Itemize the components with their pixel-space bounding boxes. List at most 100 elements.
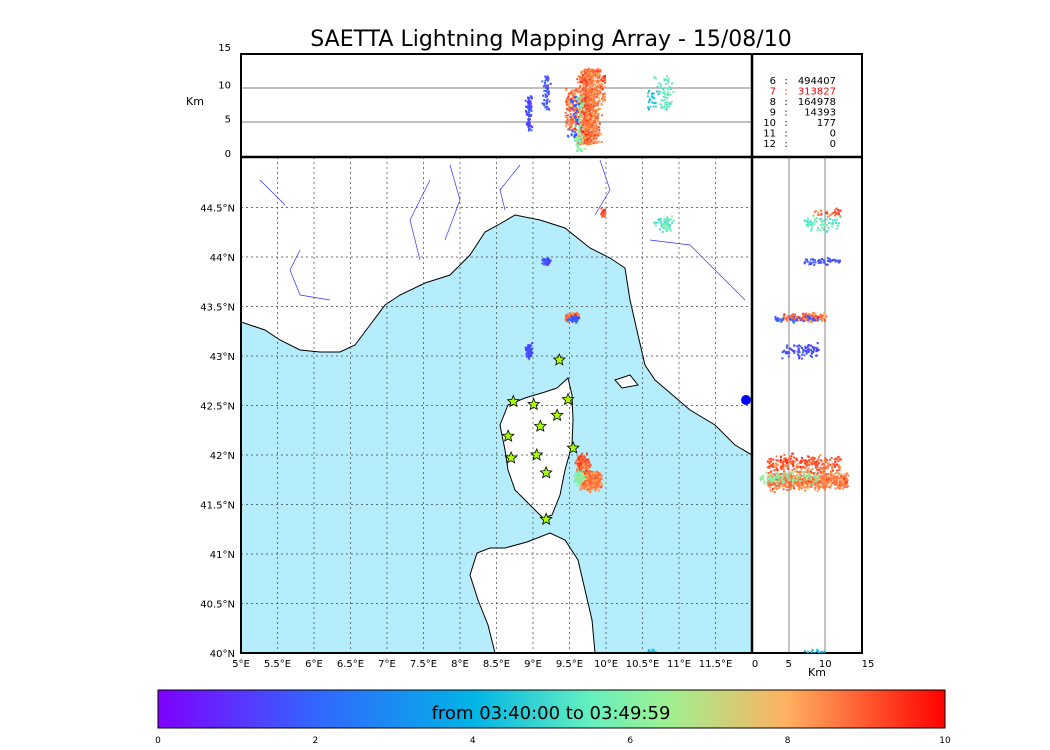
source-point [578, 105, 581, 108]
source-point [798, 485, 801, 488]
source-point [586, 124, 589, 127]
source-point [846, 485, 849, 488]
source-point [576, 78, 579, 81]
source-point [772, 481, 775, 484]
source-point [574, 105, 577, 108]
source-point [782, 488, 785, 491]
source-point [576, 317, 579, 320]
source-point [658, 219, 661, 222]
source-point [806, 650, 809, 653]
source-point [578, 141, 581, 144]
source-point [834, 208, 837, 211]
source-point [547, 79, 550, 82]
source-point [574, 316, 577, 319]
source-point [819, 313, 822, 316]
source-point [806, 221, 809, 224]
source-point [795, 464, 798, 467]
source-point [584, 113, 587, 116]
source-point [777, 487, 780, 490]
source-point [583, 81, 586, 84]
source-point [547, 259, 550, 262]
source-point [810, 344, 813, 347]
source-point [786, 489, 789, 492]
source-point [836, 484, 839, 487]
station-star-icon [561, 392, 575, 406]
source-point [652, 102, 655, 105]
source-point [667, 81, 670, 84]
x-tick-label: 5.5°E [264, 659, 291, 670]
source-point [588, 109, 591, 112]
source-point [589, 478, 592, 481]
source-point [578, 139, 581, 142]
source-point [808, 482, 811, 485]
source-point [578, 109, 581, 112]
source-point [817, 226, 820, 229]
source-point [829, 218, 832, 221]
source-point [800, 483, 803, 486]
source-point [836, 225, 839, 228]
source-point [528, 97, 531, 100]
source-point [585, 113, 588, 116]
source-point [595, 73, 598, 76]
source-point [822, 486, 825, 489]
source-point [820, 221, 823, 224]
source-point [788, 458, 791, 461]
source-point [794, 319, 797, 322]
source-point [589, 481, 592, 484]
source-point [603, 79, 606, 82]
source-point [663, 79, 666, 82]
source-point [835, 259, 838, 262]
source-point [596, 96, 599, 99]
source-point [546, 86, 549, 89]
source-point [571, 106, 574, 109]
source-point [798, 466, 801, 469]
source-point [582, 458, 585, 461]
source-point [586, 129, 589, 132]
source-point [575, 484, 578, 487]
source-point [811, 648, 814, 651]
source-point [843, 480, 846, 483]
source-point [810, 229, 813, 232]
source-point [810, 468, 813, 471]
source-point [587, 138, 590, 141]
source-point [588, 488, 591, 491]
source-point [581, 131, 584, 134]
source-point [592, 97, 595, 100]
source-point [763, 480, 766, 483]
source-point [575, 321, 578, 324]
source-point [803, 262, 806, 265]
source-point [524, 99, 527, 102]
source-point [792, 452, 795, 455]
source-point [822, 462, 825, 465]
source-point [827, 462, 830, 465]
source-point [809, 317, 812, 320]
source-point [781, 319, 784, 322]
source-point [586, 74, 589, 77]
source-point [775, 481, 778, 484]
source-point [584, 99, 587, 102]
source-point [654, 101, 657, 104]
source-point [768, 462, 771, 465]
altitude-tick-label: 5 [785, 659, 791, 670]
source-point [804, 347, 807, 350]
source-point [672, 219, 675, 222]
source-point [825, 210, 828, 213]
altitude-longitude-panel [241, 67, 752, 152]
source-point [819, 474, 822, 477]
source-point [590, 138, 593, 141]
source-point [584, 117, 587, 120]
source-point [807, 344, 810, 347]
source-point [581, 119, 584, 122]
source-point [529, 100, 532, 103]
source-point [652, 96, 655, 99]
source-point [577, 87, 580, 90]
source-point [669, 93, 672, 96]
source-point [828, 458, 831, 461]
source-point [571, 315, 574, 318]
source-point [774, 475, 777, 478]
source-point [596, 100, 599, 103]
source-point [775, 455, 778, 458]
source-point [574, 124, 577, 127]
source-point [791, 480, 794, 483]
source-point [785, 480, 788, 483]
